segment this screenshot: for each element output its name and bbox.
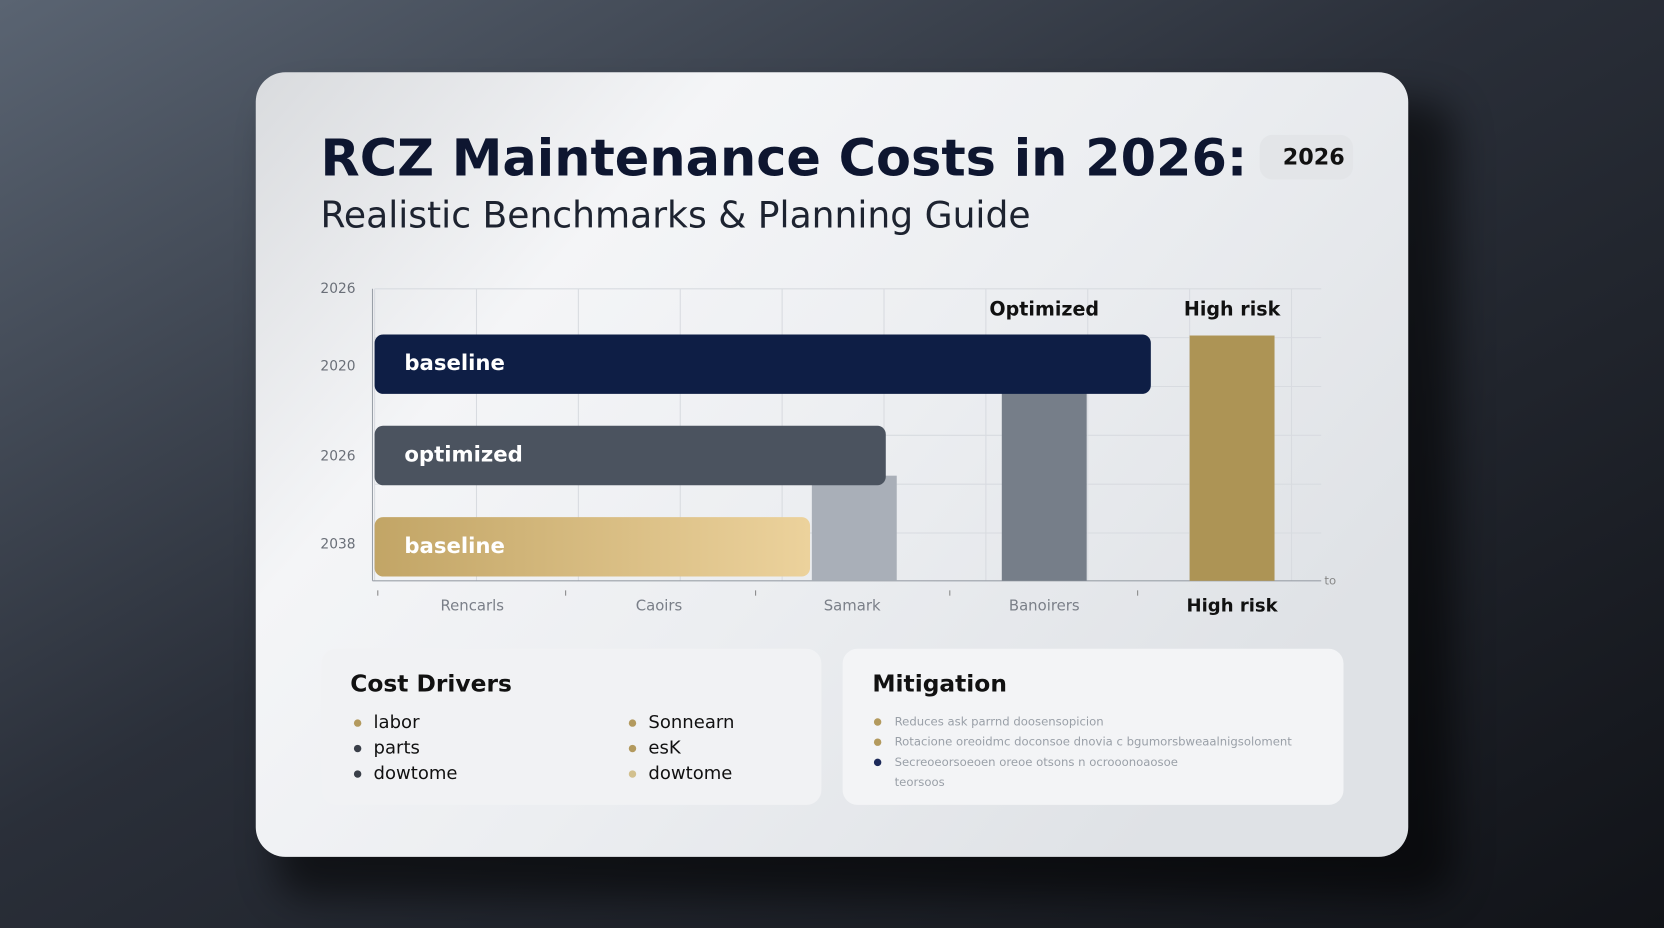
title: RCZ Maintenance Costs in 2026: <box>320 129 1247 188</box>
v-bar <box>811 475 897 581</box>
x-tick-label: Caoirs <box>636 596 683 614</box>
x-tick-label: Banoirers <box>1009 596 1080 614</box>
y-tick-label: 2026 <box>320 449 355 465</box>
bullet <box>628 770 637 778</box>
h-bar-label: baseline <box>404 351 505 376</box>
y-tick-label: 2038 <box>320 537 355 553</box>
v-bar <box>1189 335 1275 581</box>
x-tick-label: Rencarls <box>441 596 505 614</box>
x-tick-label: Samark <box>824 596 881 614</box>
list-item: Reduces ask parrnd doosensopicion <box>895 715 1104 729</box>
bullet <box>628 719 637 727</box>
panel <box>321 648 822 805</box>
h-bar <box>374 517 811 577</box>
bullet <box>353 744 362 753</box>
bullet <box>353 770 362 778</box>
list-item: esK <box>648 738 681 759</box>
h-bar-label: baseline <box>404 534 505 559</box>
list-item: Sonnearn <box>648 712 734 733</box>
panel-title: Cost Drivers <box>350 669 512 697</box>
v-bar-label: Optimized <box>989 298 1099 321</box>
list-item: dowtome <box>648 763 732 784</box>
list-item: Secreoeorsoeoen oreoe otsons n ocrooonoa… <box>895 755 1178 769</box>
bullet <box>873 738 882 746</box>
x-axis-end: to <box>1324 573 1336 587</box>
panel <box>842 648 1344 805</box>
y-tick-label: 2020 <box>320 358 355 374</box>
subtitle: Realistic Benchmarks & Planning Guide <box>320 195 1030 237</box>
v-bar-label: High risk <box>1184 298 1282 321</box>
badge: 2026 <box>1283 145 1345 171</box>
list-item: labor <box>374 712 421 733</box>
h-bar <box>374 425 886 486</box>
h-bar-label: optimized <box>404 443 522 468</box>
list-item: parts <box>374 738 420 759</box>
list-item: teorsoos <box>895 775 945 789</box>
x-tick-label: High risk <box>1187 595 1279 616</box>
bullet <box>353 719 362 727</box>
y-tick-label: 2026 <box>320 281 355 297</box>
list-item: Rotacione oreoidmc doconsoe dnovia c bgu… <box>895 735 1293 749</box>
badge-bg <box>1259 134 1354 180</box>
panel-title: Mitigation <box>872 669 1007 697</box>
list-item: dowtome <box>374 763 458 784</box>
h-bar <box>374 334 1151 394</box>
bullet <box>873 718 882 726</box>
bullet <box>873 758 882 767</box>
bullet <box>628 744 637 753</box>
